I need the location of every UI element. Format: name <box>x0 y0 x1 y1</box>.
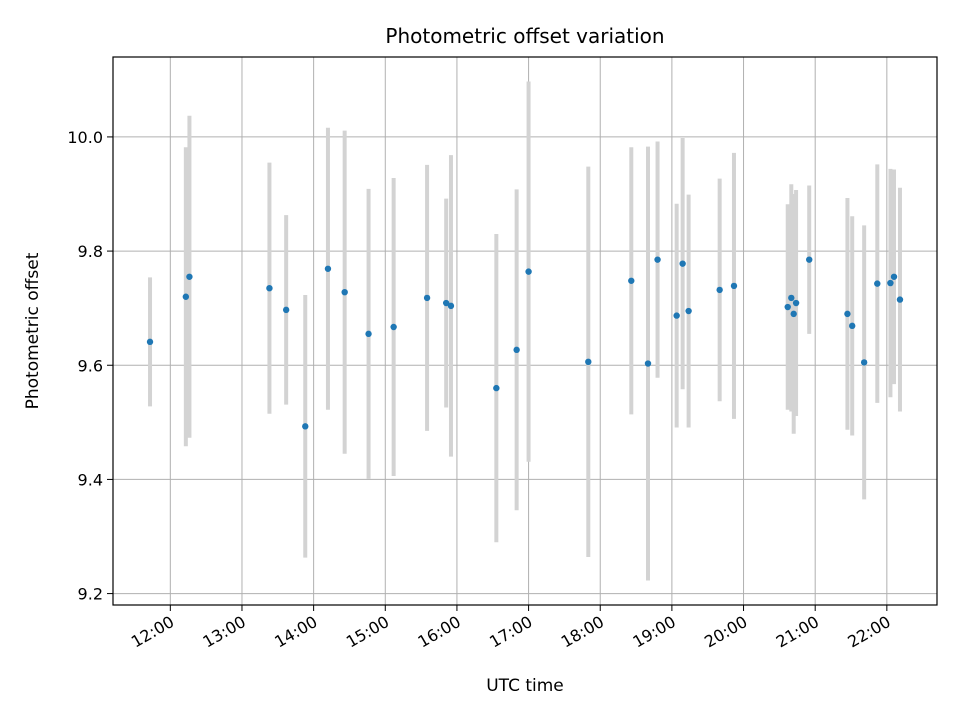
data-point <box>390 323 397 331</box>
data-point <box>493 384 500 392</box>
data-point <box>896 296 904 303</box>
y-tick-label: 10.0 <box>67 128 103 147</box>
data-point <box>792 299 800 307</box>
y-tick-label: 9.6 <box>78 356 103 375</box>
y-tick-label: 9.8 <box>78 242 103 261</box>
data-point <box>146 338 154 346</box>
data-point <box>644 360 652 367</box>
data-point <box>844 310 851 318</box>
data-point <box>513 346 520 354</box>
data-point <box>266 284 273 292</box>
data-point <box>302 423 309 430</box>
data-point <box>673 312 680 319</box>
data-point <box>890 273 898 280</box>
data-point <box>442 299 450 307</box>
data-point <box>784 303 791 311</box>
chart-title: Photometric offset variation <box>385 24 664 48</box>
data-point <box>730 282 738 290</box>
data-point <box>790 310 797 318</box>
data-point <box>685 307 692 315</box>
data-point <box>447 302 455 310</box>
data-points <box>146 256 904 430</box>
data-point <box>788 294 795 302</box>
x-axis-label: UTC time <box>486 676 564 696</box>
data-point <box>860 359 868 366</box>
data-point <box>679 260 686 267</box>
y-axis: 9.2 9.4 9.6 9.8 10.0 <box>67 128 113 604</box>
data-point <box>628 277 635 284</box>
data-point <box>887 279 894 287</box>
data-point <box>654 256 661 263</box>
data-point <box>585 358 592 366</box>
data-point <box>525 268 532 275</box>
data-point <box>423 294 431 302</box>
data-point <box>849 322 856 330</box>
y-axis-label: Photometric offset <box>23 252 43 409</box>
data-point <box>365 330 372 338</box>
data-point <box>324 265 332 272</box>
plot-frame <box>112 56 938 606</box>
data-point <box>186 273 193 280</box>
y-tick-label: 9.4 <box>78 470 103 489</box>
data-point <box>182 293 190 300</box>
data-point <box>282 306 290 314</box>
data-point <box>716 286 723 294</box>
data-point <box>806 256 813 263</box>
data-point <box>874 280 881 287</box>
data-point <box>341 288 348 296</box>
y-tick-label: 9.2 <box>78 585 103 604</box>
